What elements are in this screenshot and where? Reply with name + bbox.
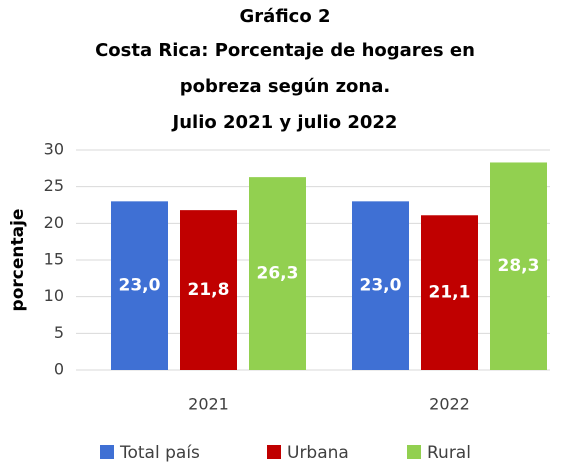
x-tick-label: 2022	[429, 395, 470, 414]
y-tick-label: 15	[44, 250, 64, 269]
legend-swatch	[100, 445, 114, 459]
y-tick-label: 30	[44, 140, 64, 159]
chart-title: pobreza según zona.	[180, 76, 390, 97]
bar	[490, 162, 547, 370]
chart-title: Gráfico 2	[240, 6, 331, 27]
legend-swatch	[267, 445, 281, 459]
bar	[421, 215, 478, 370]
legend-label: Total país	[119, 443, 200, 463]
chart-title: Julio 2021 y julio 2022	[171, 112, 398, 133]
data-label: 23,0	[119, 276, 161, 296]
data-label: 21,8	[188, 280, 230, 300]
y-tick-label: 25	[44, 176, 64, 195]
data-label: 26,3	[257, 264, 299, 284]
bar	[249, 177, 306, 370]
data-label: 28,3	[498, 256, 540, 276]
data-label: 23,0	[360, 276, 402, 296]
y-tick-label: 20	[44, 213, 64, 232]
bar	[180, 210, 237, 370]
data-label: 21,1	[429, 283, 471, 303]
bar	[352, 201, 409, 370]
y-tick-label: 0	[54, 360, 64, 379]
legend-label: Urbana	[287, 443, 349, 463]
legend-label: Rural	[427, 443, 471, 463]
y-tick-label: 5	[54, 323, 64, 342]
x-tick-label: 2021	[188, 395, 229, 414]
bar	[111, 201, 168, 370]
y-tick-label: 10	[44, 286, 64, 305]
legend-swatch	[407, 445, 421, 459]
y-axis-label: porcentaje	[8, 209, 28, 312]
chart-title: Costa Rica: Porcentaje de hogares en	[95, 40, 475, 61]
